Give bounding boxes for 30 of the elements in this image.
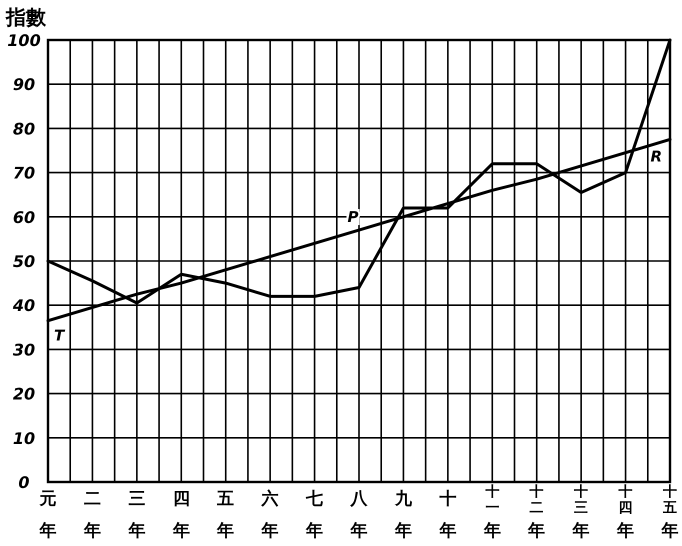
y-tick-label: 70 — [12, 164, 36, 183]
y-tick-label: 90 — [12, 75, 36, 94]
x-tick-label: 十一年 — [482, 484, 501, 541]
y-tick-label: 0 — [18, 473, 30, 492]
x-tick-label: 二年 — [82, 489, 101, 541]
y-tick-label: 40 — [12, 296, 36, 316]
x-tick-label: 十二年 — [527, 484, 546, 541]
annotation: P — [348, 208, 358, 226]
x-tick-label: 十三年 — [572, 484, 590, 541]
y-axis-title: 指數 — [5, 5, 47, 29]
x-tick-label: 六年 — [260, 489, 279, 541]
x-tick-label: 三年 — [127, 489, 146, 541]
annotation: T — [54, 326, 66, 345]
x-tick-label: 十年 — [438, 489, 456, 541]
x-tick-label: 八年 — [350, 489, 368, 541]
x-tick-label: 四年 — [172, 489, 190, 541]
x-tick-label: 十四年 — [616, 484, 634, 541]
y-tick-label: 80 — [12, 119, 36, 138]
y-tick-label: 10 — [12, 428, 36, 448]
y-tick-label: 60 — [12, 208, 36, 227]
x-tick-label: 元年 — [38, 489, 56, 541]
y-tick-label: 50 — [12, 252, 36, 271]
y-tick-label: 20 — [12, 384, 36, 404]
x-tick-label: 七年 — [305, 489, 324, 541]
x-tick-label: 九年 — [394, 489, 413, 541]
x-tick-label: 五年 — [216, 489, 234, 541]
y-tick-label: 30 — [12, 340, 36, 360]
y-tick-label: 100 — [7, 31, 41, 50]
x-tick-label: 十五年 — [660, 484, 678, 541]
annotation: R — [650, 147, 662, 166]
